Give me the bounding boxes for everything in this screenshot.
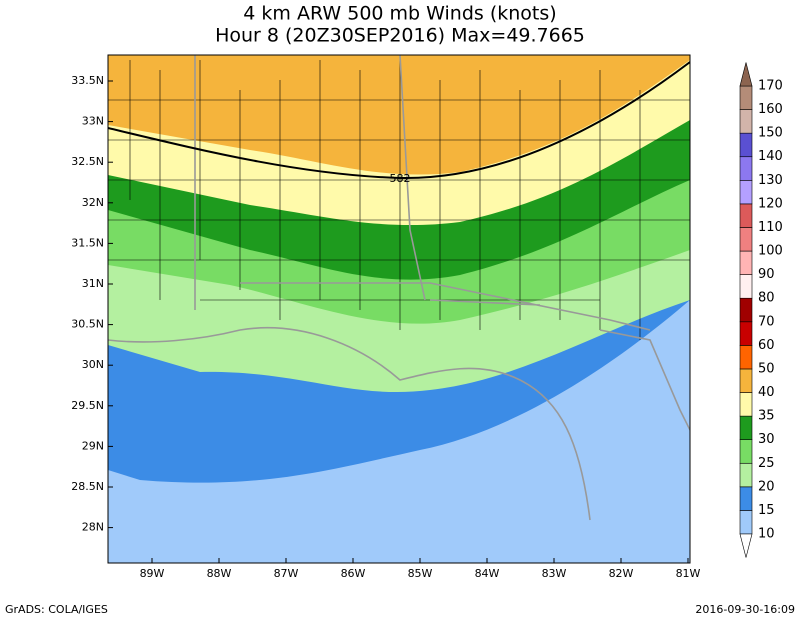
lat-label: 31.5N — [71, 236, 104, 249]
colorbar-box — [739, 415, 753, 440]
lat-label: 33.5N — [71, 74, 104, 87]
colorbar-triangle — [739, 62, 753, 87]
title-line1: 4 km ARW 500 mb Winds (knots) — [243, 3, 556, 25]
colorbar-label: 25 — [758, 456, 775, 471]
lat-label: 29N — [82, 439, 104, 452]
lon-label: 89W — [140, 567, 165, 580]
colorbar-label: 20 — [758, 479, 775, 494]
lat-label: 33N — [82, 115, 104, 128]
colorbar-label: 140 — [758, 149, 783, 164]
colorbar-box — [739, 486, 753, 511]
county-lines — [108, 60, 690, 340]
colorbar-label: 30 — [758, 432, 775, 447]
colorbar-label: 110 — [758, 220, 783, 235]
contour-line — [108, 61, 690, 180]
colorbar-label: 40 — [758, 385, 775, 400]
lat-label: 30.5N — [71, 318, 104, 331]
colorbar-box — [739, 85, 753, 110]
colorbar-label: 60 — [758, 338, 775, 353]
lon-label: 87W — [274, 567, 299, 580]
colorbar-box — [739, 109, 753, 134]
map-area: 582 — [108, 55, 690, 563]
colorbar-box — [739, 321, 753, 346]
colorbar-label: 80 — [758, 291, 775, 306]
colorbar-box — [739, 132, 753, 158]
footer-left: GrADS: COLA/IGES — [5, 603, 108, 616]
colorbar-label: 100 — [758, 244, 783, 259]
footer-right: 2016-09-30-16:09 — [695, 603, 795, 616]
colorbar-box — [739, 180, 753, 205]
colorbar-box — [739, 297, 753, 323]
lon-label: 86W — [341, 567, 366, 580]
colorbar-box — [739, 227, 753, 252]
contour-label: 582 — [390, 172, 411, 185]
colorbar-box — [739, 345, 753, 370]
lon-label: 84W — [475, 567, 500, 580]
colorbar-box — [739, 203, 753, 228]
colorbar-label: 130 — [758, 173, 783, 188]
colorbar-box — [739, 156, 753, 181]
colorbar-label: 160 — [758, 102, 783, 117]
lon-label: 85W — [408, 567, 433, 580]
colorbar-label: 170 — [758, 79, 783, 94]
colorbar-label: 150 — [758, 126, 783, 141]
lat-label: 32.5N — [71, 155, 104, 168]
colorbar-box — [739, 274, 753, 299]
colorbar-label: 50 — [758, 361, 775, 376]
colorbar-box — [739, 462, 753, 488]
state-border — [108, 55, 690, 521]
colorbar-label: 90 — [758, 267, 775, 282]
colorbar-box — [739, 439, 753, 464]
colorbar-label: 15 — [758, 503, 775, 518]
title-line2: Hour 8 (20Z30SEP2016) Max=49.7665 — [215, 25, 585, 47]
lat-label: 31N — [82, 277, 104, 290]
colorbar-label: 35 — [758, 409, 775, 424]
colorbar-box — [739, 250, 753, 275]
colorbar-label: 120 — [758, 196, 783, 211]
lon-label: 81W — [676, 567, 701, 580]
colorbar-label: 10 — [758, 527, 775, 542]
lon-label: 83W — [542, 567, 567, 580]
colorbar-box — [739, 510, 753, 535]
lat-label: 28N — [82, 521, 104, 534]
lon-label: 82W — [609, 567, 634, 580]
lat-label: 29.5N — [71, 399, 104, 412]
colorbar-label: 70 — [758, 314, 775, 329]
lon-label: 88W — [207, 567, 232, 580]
colorbar-box — [739, 392, 753, 417]
wind-band — [108, 55, 690, 175]
lat-label: 30N — [82, 358, 104, 371]
lat-label: 28.5N — [71, 480, 104, 493]
colorbar-triangle — [739, 533, 753, 558]
colorbar-box — [739, 368, 753, 393]
lat-label: 32N — [82, 196, 104, 209]
map-frame — [107, 54, 691, 564]
